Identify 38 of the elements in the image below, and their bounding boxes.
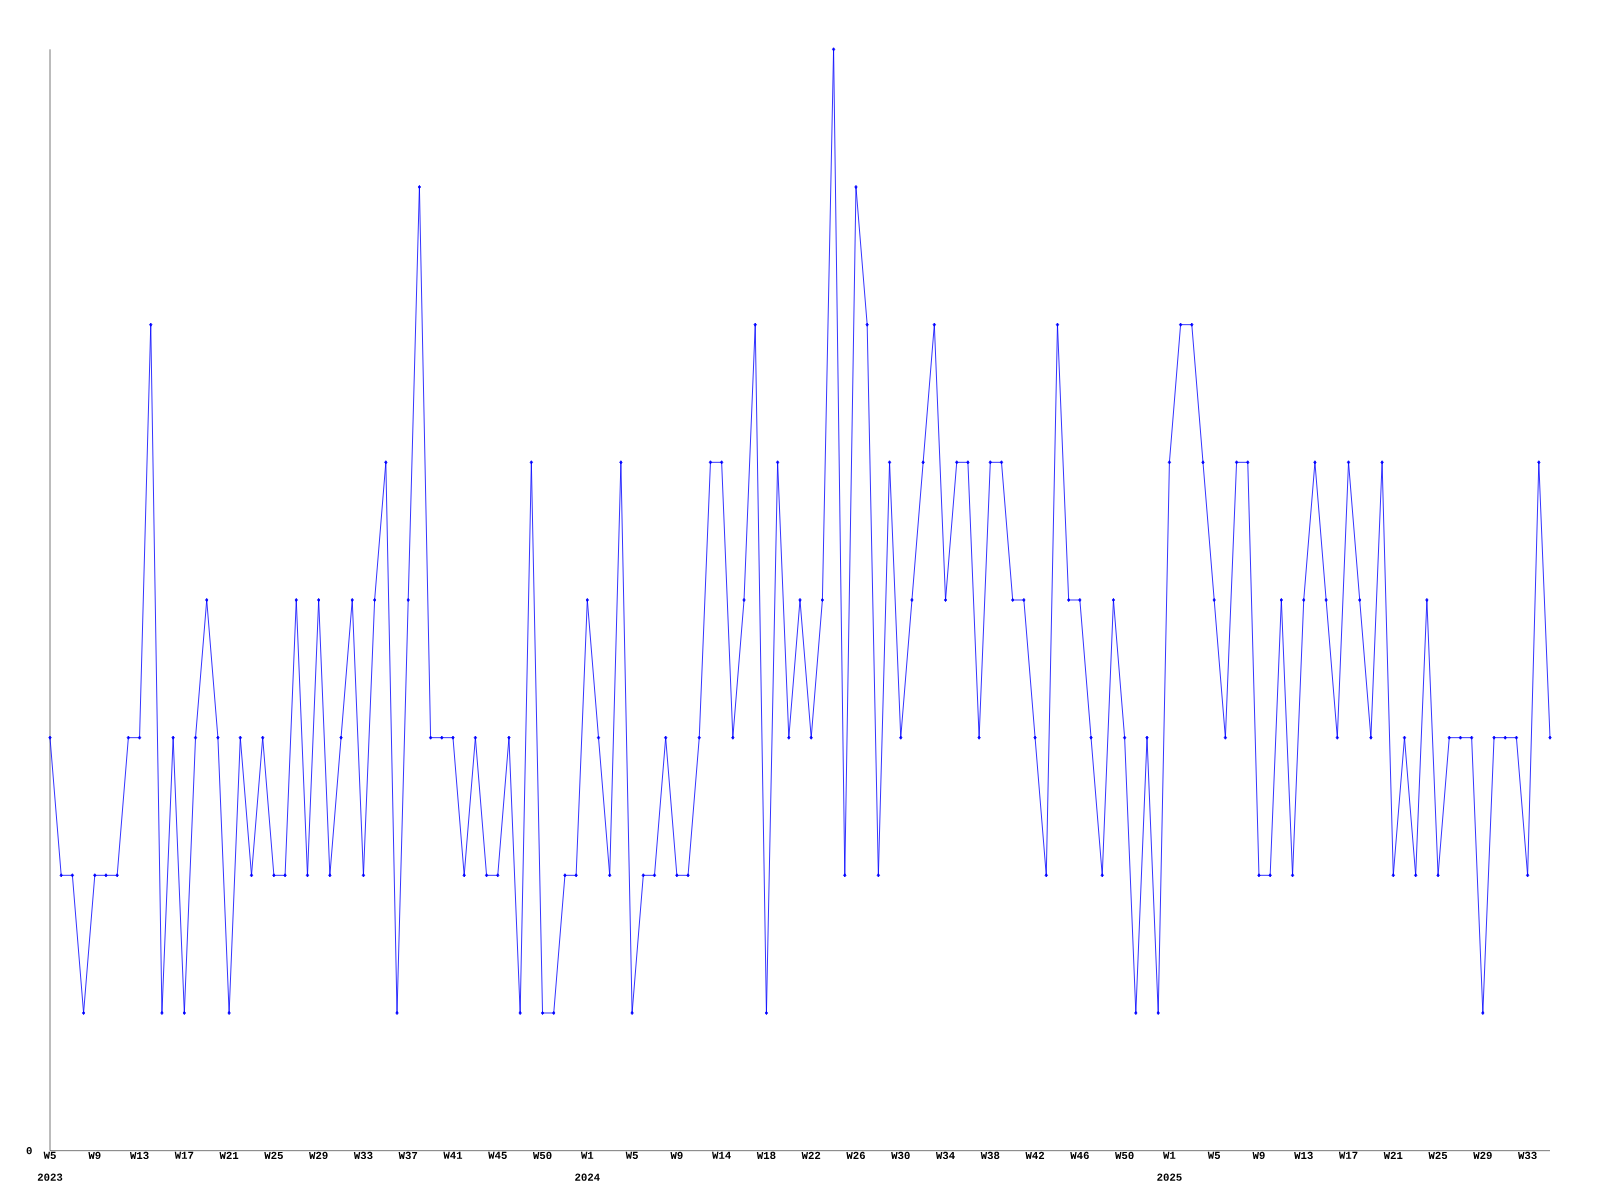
x-tick-label: W9	[670, 1151, 683, 1160]
x-tick-label: W37	[398, 1151, 418, 1160]
x-tick-label: W5	[625, 1151, 638, 1160]
x-tick-label: W21	[219, 1151, 239, 1160]
x-tick-label: W25	[264, 1151, 283, 1160]
text: 2024	[575, 1173, 600, 1181]
x-tick-label: W18	[756, 1151, 776, 1160]
x-tick-label: W13	[1294, 1151, 1313, 1160]
text: 2023	[37, 1173, 63, 1182]
x-tick-label: W30	[891, 1151, 910, 1160]
text: 0	[26, 1147, 32, 1155]
x-tick-label: W42	[1025, 1151, 1045, 1160]
x-tick-label: W21	[1383, 1151, 1403, 1160]
text: 2025	[1157, 1173, 1182, 1181]
x-tick-label: W9	[1252, 1151, 1265, 1160]
x-tick-label: W1	[580, 1151, 594, 1160]
x-tick-label: W25	[1428, 1151, 1448, 1160]
x-tick-label: W33	[1518, 1151, 1537, 1160]
x-tick-label: W13	[129, 1151, 149, 1160]
x-tick-label: W17	[174, 1151, 194, 1160]
x-tick-label: W17	[1338, 1151, 1358, 1160]
x-tick-label: W46	[1070, 1151, 1089, 1160]
x-tick-label: W50	[532, 1151, 552, 1160]
x-tick-label: W45	[488, 1151, 507, 1160]
x-tick-label: W14	[712, 1151, 731, 1160]
x-tick-label: W38	[980, 1151, 1000, 1160]
x-tick-label: W5	[1207, 1151, 1221, 1160]
x-tick-label: W34	[935, 1151, 955, 1160]
x-tick-label: W5	[43, 1151, 56, 1160]
x-tick-label: W41	[443, 1151, 463, 1160]
x-tick-label: W9	[88, 1151, 101, 1160]
x-tick-label: W22	[801, 1151, 821, 1160]
x-tick-label: W1	[1163, 1151, 1176, 1160]
x-tick-label: W26	[846, 1151, 865, 1160]
x-tick-label: W29	[309, 1151, 328, 1160]
x-tick-label: W50	[1115, 1151, 1134, 1160]
x-tick-label: W33	[353, 1151, 373, 1160]
x-tick-label: W29	[1473, 1151, 1492, 1160]
